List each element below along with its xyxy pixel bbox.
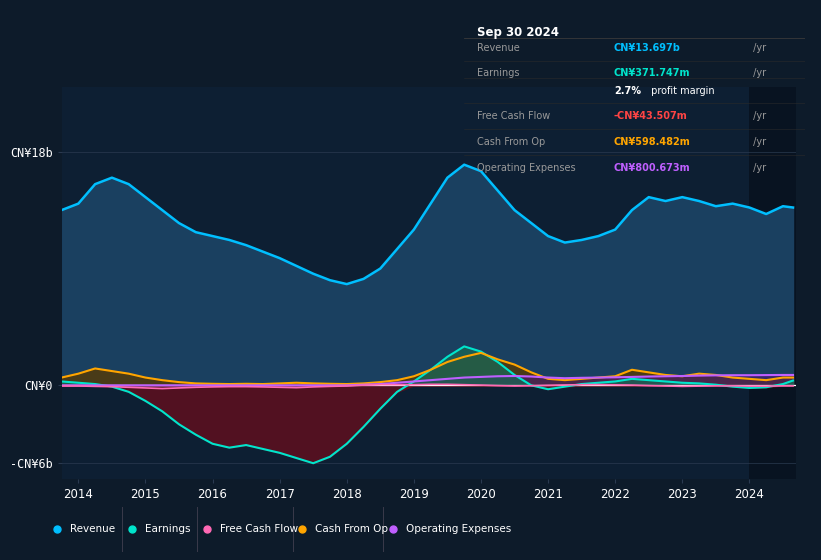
Text: Cash From Op: Cash From Op xyxy=(478,137,546,147)
Text: Operating Expenses: Operating Expenses xyxy=(406,524,511,534)
Text: Earnings: Earnings xyxy=(478,68,520,78)
Text: Sep 30 2024: Sep 30 2024 xyxy=(478,26,559,39)
Text: CN¥800.673m: CN¥800.673m xyxy=(614,163,690,173)
Text: /yr: /yr xyxy=(750,68,766,78)
Text: -CN¥43.507m: -CN¥43.507m xyxy=(614,111,687,121)
Text: Free Cash Flow: Free Cash Flow xyxy=(219,524,298,534)
Text: Revenue: Revenue xyxy=(478,43,521,53)
Text: Cash From Op: Cash From Op xyxy=(315,524,388,534)
Text: CN¥371.747m: CN¥371.747m xyxy=(614,68,690,78)
Text: Operating Expenses: Operating Expenses xyxy=(478,163,576,173)
Text: /yr: /yr xyxy=(750,137,766,147)
Text: profit margin: profit margin xyxy=(648,86,714,96)
Text: CN¥13.697b: CN¥13.697b xyxy=(614,43,681,53)
Text: Revenue: Revenue xyxy=(70,524,115,534)
Bar xyxy=(750,87,800,479)
Text: /yr: /yr xyxy=(750,163,766,173)
Text: /yr: /yr xyxy=(750,43,766,53)
Text: Free Cash Flow: Free Cash Flow xyxy=(478,111,551,121)
Text: /yr: /yr xyxy=(750,111,766,121)
Text: Earnings: Earnings xyxy=(144,524,190,534)
Text: 2.7%: 2.7% xyxy=(614,86,640,96)
Text: CN¥598.482m: CN¥598.482m xyxy=(614,137,690,147)
